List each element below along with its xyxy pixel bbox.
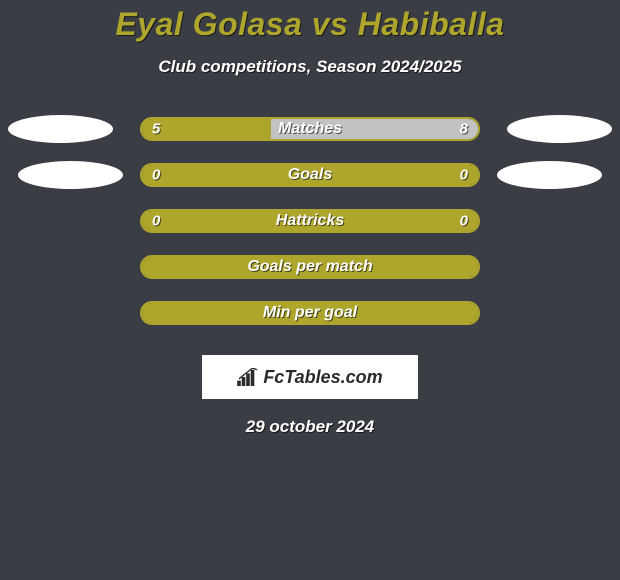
stat-row: Hattricks 0 0 [0,209,620,255]
stat-label: Goals per match [247,258,372,276]
stat-bar: Hattricks 0 0 [140,209,480,233]
player-left-marker [18,161,123,189]
stat-value-left: 0 [152,213,160,230]
stat-row: Goals per match [0,255,620,301]
page-subtitle: Club competitions, Season 2024/2025 [0,57,620,77]
stat-label: Hattricks [276,212,344,230]
stat-label: Min per goal [263,304,357,322]
stat-bar: Min per goal [140,301,480,325]
player-right-marker [507,115,612,143]
bar-chart-icon [237,368,259,386]
stat-value-right: 8 [460,121,468,138]
stat-value-right: 0 [460,167,468,184]
stat-label: Matches [278,120,342,138]
player-right-marker [497,161,602,189]
comparison-rows: Matches 5 8 Goals 0 0 Hattricks 0 0 Goals per mat… [0,117,620,347]
date-label: 29 october 2024 [0,417,620,437]
player-left-marker [8,115,113,143]
stat-row: Matches 5 8 [0,117,620,163]
stat-bar: Goals per match [140,255,480,279]
stat-row: Min per goal [0,301,620,347]
stat-row: Goals 0 0 [0,163,620,209]
stat-bar: Matches 5 8 [140,117,480,141]
stat-bar: Goals 0 0 [140,163,480,187]
stat-label: Goals [288,166,332,184]
stat-value-left: 0 [152,167,160,184]
stat-bar-left-seg [142,119,271,139]
page-title: Eyal Golasa vs Habiballa [0,0,620,43]
logo-box: FcTables.com [202,355,418,399]
stat-value-left: 5 [152,121,160,138]
logo-text: FcTables.com [263,367,382,388]
stat-value-right: 0 [460,213,468,230]
